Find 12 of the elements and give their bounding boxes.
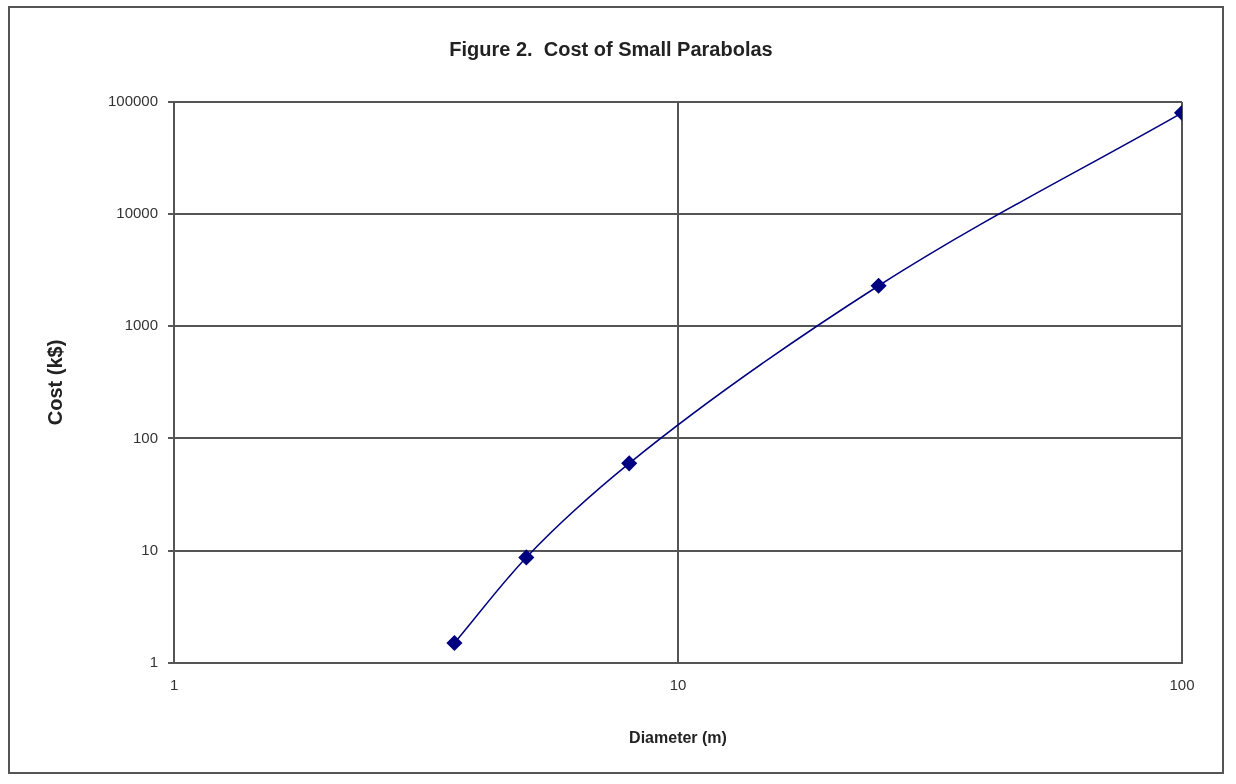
y-tick-label: 10: [141, 540, 159, 558]
y-tick-label: 100: [133, 428, 159, 446]
y-tick-label: 10000: [116, 204, 159, 222]
x-tick-label: 100: [1169, 675, 1195, 693]
chart-title: Figure 2. Cost of Small Parabolas: [449, 37, 773, 60]
y-tick-label: 1: [149, 652, 159, 670]
x-tick-label: 1: [169, 675, 179, 693]
x-tick-label: 10: [669, 675, 687, 693]
y-tick-label: 100000: [107, 92, 159, 110]
x-axis-title: Diameter (m): [629, 728, 727, 746]
y-tick-label: 1000: [124, 316, 159, 334]
y-axis-title: Cost (k$): [43, 339, 66, 426]
